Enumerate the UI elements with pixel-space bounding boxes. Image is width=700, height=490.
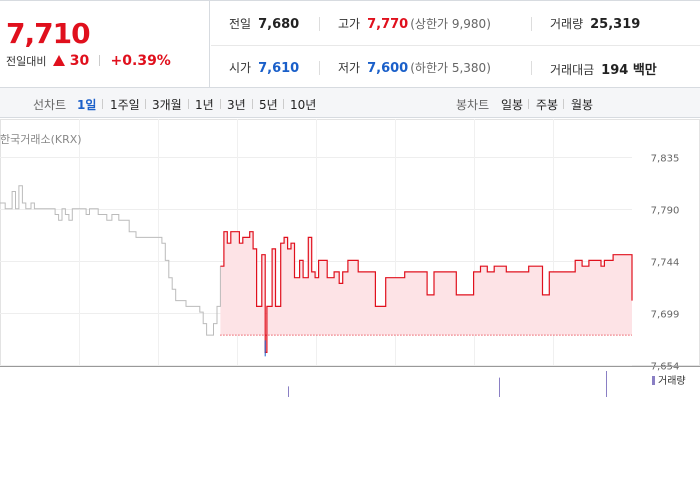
- period-3year[interactable]: 3년: [227, 98, 246, 112]
- up-triangle-icon: [52, 55, 65, 66]
- period-3month[interactable]: 3개월: [152, 98, 182, 112]
- change-label: 전일대비: [6, 55, 47, 68]
- volume-legend-label: 거래량: [658, 376, 686, 387]
- candle-weekly[interactable]: 주봉: [536, 98, 559, 112]
- stat-label: 시가: [229, 61, 252, 75]
- divider: [531, 17, 532, 31]
- current-price: 7,710: [6, 17, 91, 50]
- price-line: [220, 231, 633, 353]
- price-area-fill: [220, 231, 632, 353]
- period-divider: [528, 99, 529, 109]
- data-source-label: 한국거래소(KRX): [0, 133, 82, 146]
- price-box: 7,710 전일대비 30 +0.39%: [0, 1, 210, 88]
- candle-monthly[interactable]: 월봉: [571, 98, 594, 112]
- y-tick-label: 7,699: [651, 310, 680, 321]
- chart-area: 7,835 7,790 7,744 7,699 7,654 한국거래소(KRX) 거래량: [0, 119, 700, 399]
- stat-open: 시가 7,610: [229, 59, 299, 76]
- quote-header: 7,710 전일대비 30 +0.39% 전일 7,680 고가 7,770 (상한가…: [0, 0, 700, 88]
- stat-value: 7,770: [367, 17, 409, 32]
- upper-limit: (상한가 9,980): [410, 17, 491, 31]
- divider: [319, 17, 320, 31]
- stat-value: 25,319: [590, 17, 641, 32]
- stats-divider: [211, 45, 700, 46]
- divider: [531, 61, 532, 75]
- y-tick-label: 7,744: [651, 258, 680, 269]
- stat-prev-close: 전일 7,680: [229, 15, 299, 32]
- stat-value: 7,680: [258, 17, 300, 32]
- period-1year[interactable]: 1년: [195, 98, 214, 112]
- stat-volume: 거래량 25,319: [550, 15, 640, 32]
- stat-value: 7,600: [367, 61, 409, 76]
- change-amount: 30: [69, 53, 90, 69]
- line-chart-label: 선차트: [33, 98, 67, 112]
- period-bar: 선차트 1일 1주일 3개월 1년 3년 5년 10년 봉차트 일봉 주봉 월봉: [0, 88, 700, 118]
- period-divider: [188, 99, 189, 109]
- period-10year[interactable]: 10년: [290, 98, 317, 112]
- stats-panel: 전일 7,680 고가 7,770 (상한가 9,980) 거래량 25,319 시가 7…: [211, 1, 700, 88]
- period-divider: [220, 99, 221, 109]
- stat-value: 194 백만: [601, 63, 657, 78]
- period-divider: [102, 99, 103, 109]
- change-divider: [99, 55, 101, 66]
- period-1day[interactable]: 1일: [77, 98, 97, 112]
- period-divider: [283, 99, 284, 109]
- stat-label: 전일: [229, 17, 252, 31]
- volume-legend: 거래량: [652, 372, 686, 387]
- change-row: 전일대비 30 +0.39%: [6, 53, 171, 69]
- candle-daily[interactable]: 일봉: [501, 98, 524, 112]
- volume-swatch-icon: [652, 376, 655, 385]
- stat-label: 저가: [338, 61, 361, 75]
- period-divider: [145, 99, 146, 109]
- period-1week[interactable]: 1주일: [110, 98, 140, 112]
- y-tick-label: 7,790: [651, 206, 680, 217]
- stat-value: 7,610: [258, 61, 300, 76]
- stat-high: 고가 7,770 (상한가 9,980): [338, 15, 491, 32]
- lower-limit: (하한가 5,380): [410, 61, 491, 75]
- divider: [319, 61, 320, 75]
- stat-label: 거래량: [550, 17, 584, 31]
- change-rate: +0.39%: [110, 53, 171, 69]
- stat-low: 저가 7,600 (하한가 5,380): [338, 59, 491, 76]
- period-5year[interactable]: 5년: [259, 98, 278, 112]
- period-divider: [252, 99, 253, 109]
- prev-session-line: [0, 185, 221, 336]
- stat-label: 고가: [338, 17, 361, 31]
- candle-chart-label: 봉차트: [456, 98, 490, 112]
- stat-trade-value: 거래대금 194 백만: [550, 59, 657, 78]
- period-divider: [563, 99, 564, 109]
- y-tick-label: 7,835: [651, 154, 680, 165]
- stat-label: 거래대금: [550, 63, 595, 77]
